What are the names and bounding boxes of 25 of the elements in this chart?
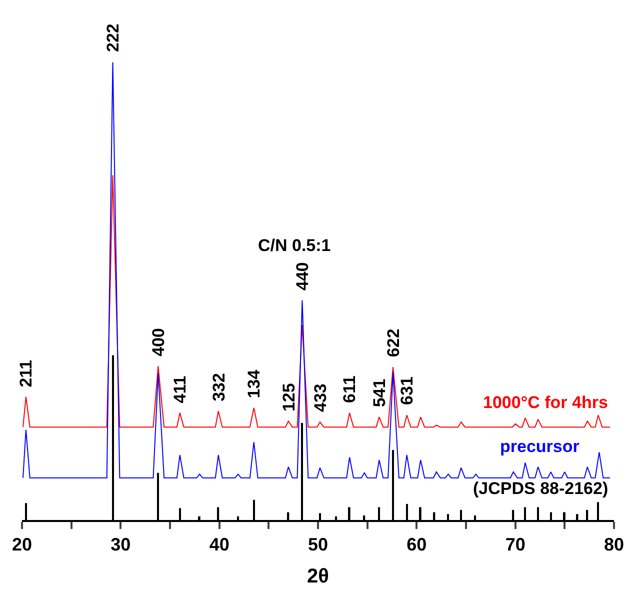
- annotation: 611: [340, 376, 360, 403]
- annotation: 411: [170, 376, 190, 404]
- annotation: 332: [209, 373, 228, 402]
- series-label: 1000°C for 4hrs: [483, 393, 608, 412]
- annotation: 440: [292, 262, 312, 290]
- x-tick-label: 80: [604, 534, 624, 555]
- annotation: 400: [148, 328, 168, 356]
- annotation: 631: [398, 376, 417, 405]
- x-tick-label: 60: [406, 534, 427, 555]
- x-tick-label: 20: [12, 534, 32, 555]
- annotation: 222: [104, 24, 123, 52]
- annotation: 134: [244, 369, 264, 398]
- series-label: (JCPDS 88-2162): [473, 479, 608, 498]
- annotation: 622: [384, 328, 403, 358]
- x-tick-label: 50: [308, 534, 328, 555]
- x-tick-label: 40: [209, 534, 230, 555]
- annotation: C/N 0.5:1: [258, 236, 331, 255]
- annotation: 125: [279, 383, 298, 412]
- annotation: 211: [16, 360, 36, 388]
- x-axis-title: 2θ: [307, 566, 329, 588]
- x-tick-label: 70: [505, 534, 526, 555]
- annotation: 541: [370, 378, 390, 408]
- annotation: 433: [310, 384, 330, 412]
- x-tick-label: 30: [110, 534, 131, 555]
- series-label: precursor: [500, 437, 580, 456]
